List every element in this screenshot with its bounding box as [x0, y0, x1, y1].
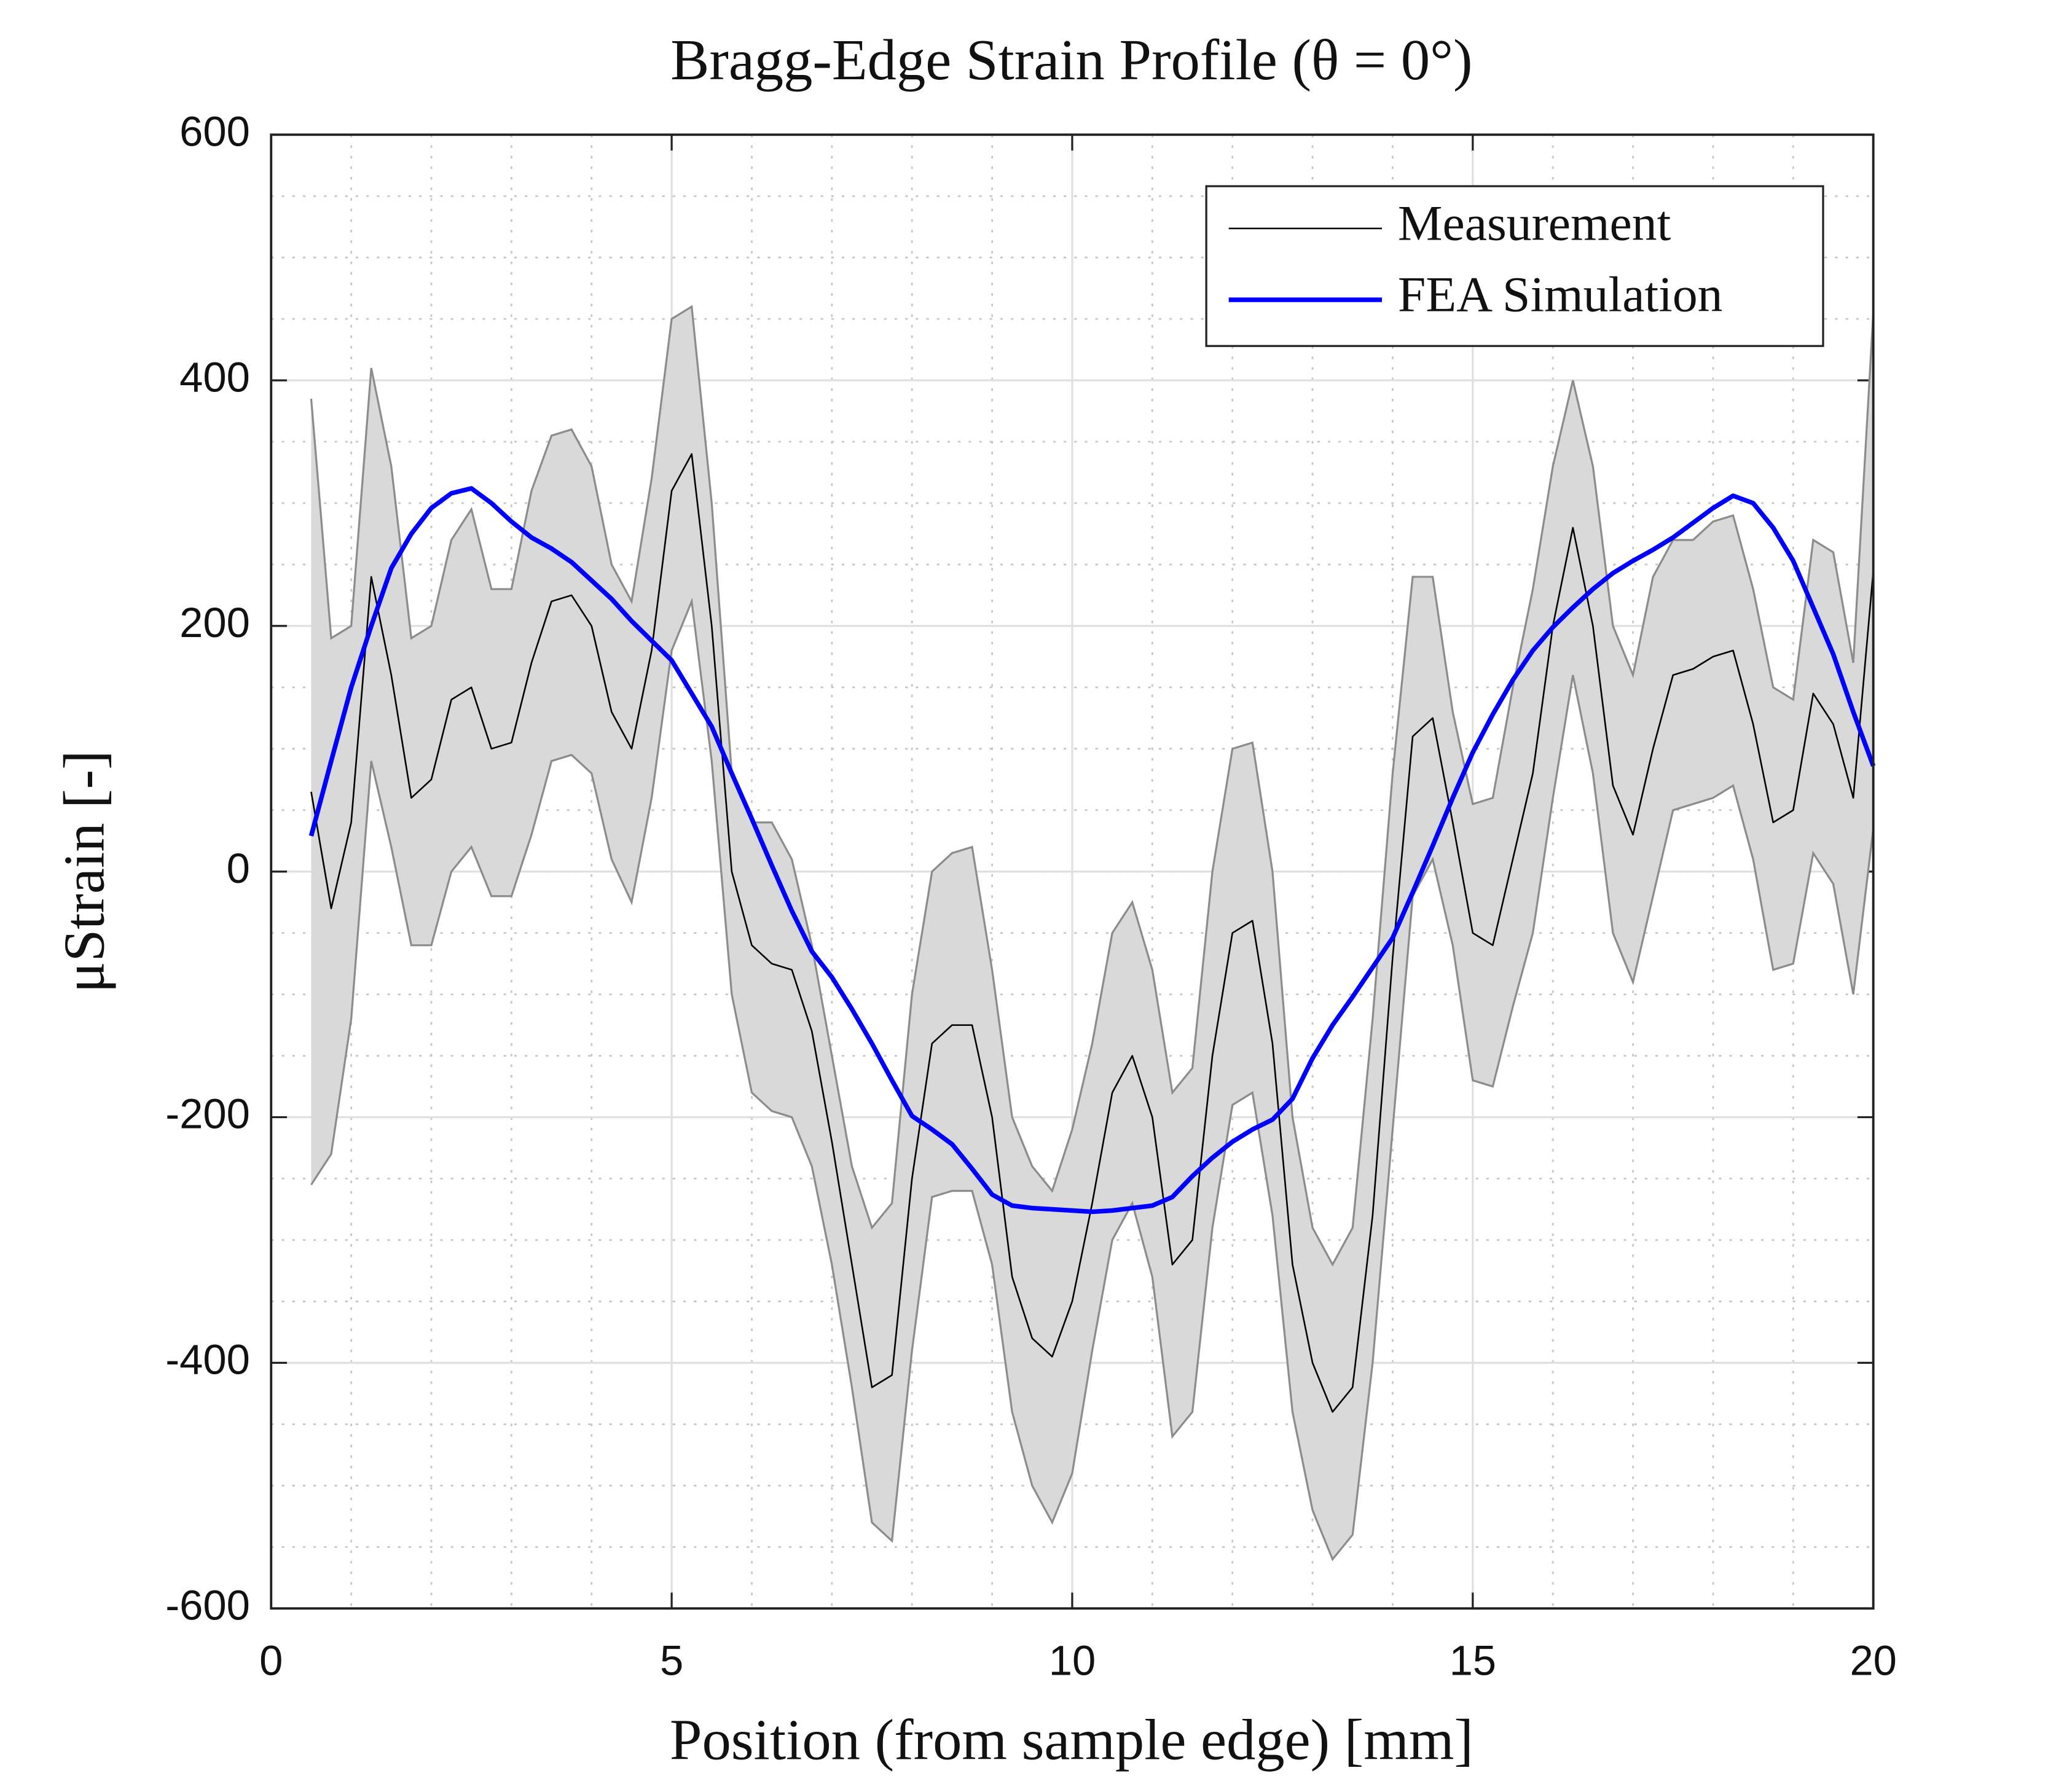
- y-tick-label: 0: [227, 845, 250, 892]
- x-tick-label: 5: [660, 1637, 683, 1684]
- legend-label: Measurement: [1398, 195, 1671, 251]
- y-tick-label: 400: [179, 353, 250, 401]
- series-line: [308, 486, 1876, 1215]
- x-tick-label: 0: [259, 1637, 283, 1684]
- legend-box: [1205, 185, 1824, 347]
- y-axis-label: μStrain [-]: [52, 750, 116, 993]
- uncertainty-band: [311, 307, 1873, 1560]
- chart-title: Bragg-Edge Strain Profile (θ = 0°): [670, 28, 1472, 92]
- legend-label: FEA Simulation: [1398, 267, 1723, 323]
- y-tick-label: -600: [165, 1581, 250, 1629]
- x-tick-label: 10: [1049, 1637, 1096, 1684]
- series-line: [310, 453, 1874, 1413]
- y-tick-label: 600: [179, 108, 250, 155]
- x-tick-label: 15: [1450, 1637, 1497, 1684]
- x-axis-label: Position (from sample edge) [mm]: [670, 1708, 1473, 1772]
- y-tick-label: -400: [165, 1336, 250, 1383]
- band-upper-edge: [310, 305, 1875, 1267]
- y-tick-label: -200: [165, 1090, 250, 1138]
- y-tick-label: 200: [179, 599, 250, 646]
- axes-box: [270, 133, 1875, 1610]
- x-tick-label: 20: [1850, 1637, 1897, 1684]
- band-lower-edge: [310, 597, 1875, 1562]
